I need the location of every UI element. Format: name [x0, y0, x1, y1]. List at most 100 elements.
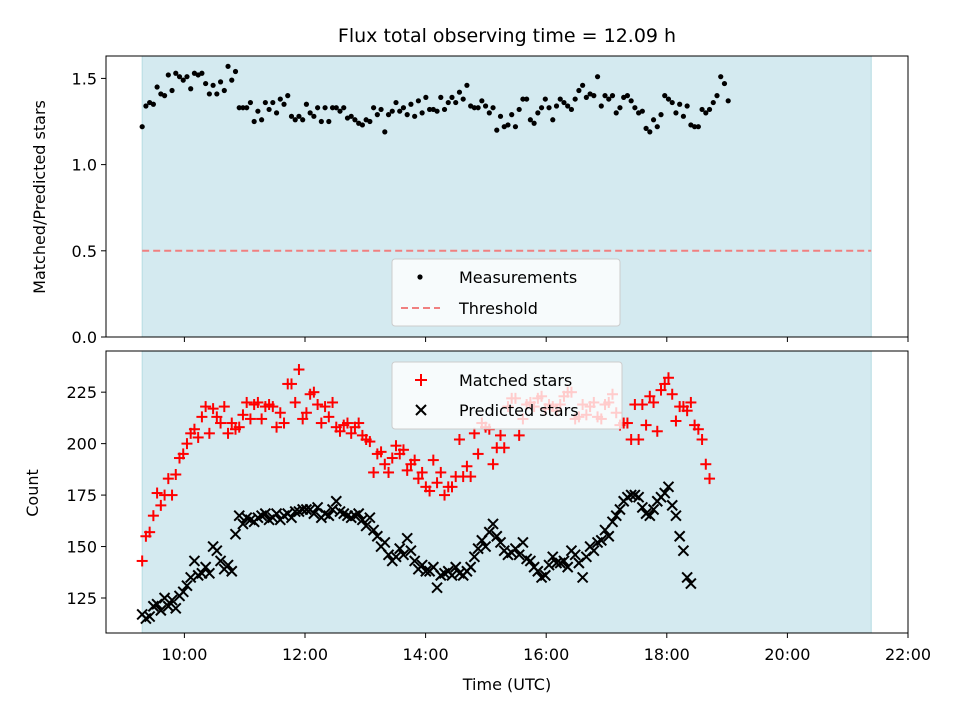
measurement-point	[143, 103, 149, 109]
matched-star-point	[375, 446, 387, 458]
matched-star-point	[181, 438, 193, 450]
measurement-point	[583, 94, 589, 100]
measurement-point	[531, 120, 537, 126]
matched-star-point	[692, 423, 704, 435]
predicted-star-point	[610, 509, 622, 522]
measurement-point	[654, 124, 660, 130]
predicted-star-point	[491, 530, 503, 542]
matched-star-point	[334, 425, 346, 437]
measurement-point	[266, 106, 272, 113]
matched-star-point	[427, 454, 439, 466]
predicted-star-point	[468, 551, 481, 563]
measurement-point	[669, 99, 675, 106]
matched-star-point	[222, 427, 234, 439]
matched-star-point	[177, 448, 189, 460]
matched-star-point	[203, 427, 215, 439]
measurement-point	[408, 101, 414, 107]
predicted-star-point	[588, 544, 600, 557]
matched-star-point	[200, 401, 212, 413]
measurement-point	[538, 105, 545, 111]
measurement-point	[292, 117, 298, 123]
measurement-point	[303, 101, 310, 107]
matched-star-point	[319, 401, 331, 413]
predicted-star-point	[644, 509, 656, 522]
matched-star-point	[621, 417, 633, 429]
measurement-point	[329, 105, 336, 111]
matched-star-point	[289, 396, 301, 408]
measurement-point	[419, 110, 425, 116]
predicted-star-point	[517, 536, 529, 549]
matched-star-point	[416, 466, 428, 478]
measurement-point	[695, 124, 701, 130]
predicted-star-point	[364, 512, 376, 524]
matched-star-point	[136, 555, 148, 567]
measurement-point	[617, 105, 623, 111]
predicted-star-point	[143, 610, 156, 623]
matched-star-point	[162, 473, 174, 485]
matched-star-point	[144, 526, 156, 538]
measurement-point	[602, 93, 608, 99]
measurement-point	[378, 106, 384, 113]
matched-star-point	[256, 413, 268, 425]
matched-star-point	[424, 485, 436, 497]
chart-title: Flux total observing time = 12.09 h	[338, 25, 676, 47]
matched-star-point	[353, 417, 365, 429]
predicted-star-point	[603, 530, 615, 542]
measurement-point	[725, 98, 731, 104]
predicted-star-point	[405, 544, 417, 557]
measurement-point	[367, 118, 373, 125]
measurement-point	[426, 106, 433, 113]
matched-star-point	[439, 489, 451, 501]
measurement-point	[606, 96, 612, 102]
measurement-point	[482, 103, 489, 109]
measurement-point	[206, 91, 212, 97]
predicted-star-point	[606, 516, 619, 528]
measurement-point	[520, 96, 526, 102]
measurement-point	[497, 113, 504, 119]
x-tick-label: 14:00	[403, 645, 449, 664]
measurement-point	[210, 82, 216, 88]
measurement-point	[721, 80, 728, 87]
legend-label-threshold: Threshold	[458, 299, 538, 318]
matched-star-point	[640, 419, 652, 431]
count-axis-label: Count	[23, 469, 42, 517]
measurement-point	[180, 77, 186, 83]
measurement-point	[445, 99, 451, 106]
measurement-point	[214, 91, 220, 97]
matched-star-point	[147, 510, 159, 522]
x-tick-label: 18:00	[644, 645, 690, 664]
matched-star-point	[666, 388, 678, 400]
measurement-point	[221, 87, 227, 94]
measurement-point	[706, 106, 713, 113]
measurement-point	[389, 108, 395, 114]
measurement-point	[415, 98, 421, 104]
predicted-star-point	[479, 540, 492, 553]
measurement-point	[718, 74, 724, 80]
matched-star-point	[252, 396, 264, 408]
matched-star-point	[308, 386, 320, 398]
matched-star-point	[696, 434, 708, 446]
predicted-star-point	[188, 555, 201, 567]
matched-star-point	[513, 429, 525, 441]
legend-marker-measurements	[417, 274, 423, 280]
matched-star-point	[401, 464, 413, 476]
predicted-star-point	[464, 561, 477, 573]
predicted-star-point	[647, 503, 660, 516]
measurement-point	[423, 94, 429, 100]
measurement-point	[244, 105, 250, 111]
measurement-point	[613, 110, 619, 116]
matched-star-point	[704, 473, 716, 485]
measurement-point	[692, 124, 698, 130]
measurement-point	[464, 82, 470, 88]
predicted-star-point	[681, 571, 693, 584]
ratio-panel-frame	[105, 55, 909, 338]
matched-star-point	[297, 413, 309, 425]
predicted-star-point	[222, 559, 234, 571]
measurement-point	[184, 74, 190, 80]
predicted-star-point	[155, 604, 167, 617]
legend-label-measurements: Measurements	[459, 268, 577, 287]
predicted-star-point	[229, 528, 242, 540]
measurement-point	[576, 87, 582, 94]
measurement-point	[509, 112, 515, 118]
measurement-point	[270, 99, 276, 106]
